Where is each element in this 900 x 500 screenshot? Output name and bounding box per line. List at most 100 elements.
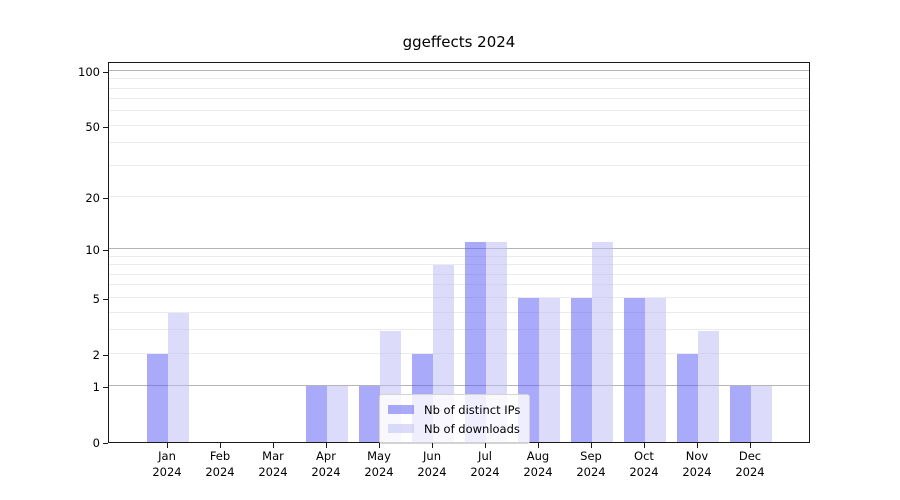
bar-downloads — [486, 242, 507, 442]
gridline-minor — [109, 284, 809, 286]
y-tick-mark — [103, 126, 108, 128]
x-tick-month: Jul — [478, 449, 492, 463]
x-tick-month: Aug — [526, 449, 550, 463]
x-tick-year: 2024 — [152, 465, 182, 479]
x-tick-year: 2024 — [629, 465, 659, 479]
x-tick-label: Oct 2024 — [612, 448, 676, 480]
y-tick-label: 0 — [92, 436, 100, 450]
gridline-minor — [109, 264, 809, 266]
gridline-minor — [109, 78, 809, 80]
x-tick-year: 2024 — [682, 465, 712, 479]
gridline-minor — [109, 196, 809, 198]
gridline-minor — [109, 87, 809, 89]
bar-downloads — [168, 312, 189, 442]
chart-title: ggeffects 2024 — [402, 33, 516, 51]
y-tick-label: 100 — [78, 64, 100, 79]
gridline-major — [109, 69, 809, 71]
y-tick-mark — [103, 198, 108, 200]
gridline-minor — [109, 273, 809, 275]
x-tick-month: May — [367, 449, 391, 463]
bar-downloads — [539, 297, 560, 442]
gridline-minor — [109, 255, 809, 257]
y-tick-label: 2 — [92, 347, 100, 362]
gridline-minor — [109, 110, 809, 112]
bar-downloads — [698, 330, 719, 442]
gridline-minor — [109, 124, 809, 126]
bar-distinct-ips — [730, 386, 751, 442]
bar-distinct-ips — [465, 242, 486, 442]
x-tick-mark — [167, 443, 168, 448]
x-tick-label: Sep 2024 — [559, 448, 623, 480]
x-tick-year: 2024 — [311, 465, 341, 479]
y-tick-label: 5 — [92, 291, 100, 306]
bar-downloads — [327, 386, 348, 442]
x-tick-label: Jan 2024 — [135, 448, 199, 480]
y-tick-label: 10 — [85, 243, 100, 258]
y-tick-mark — [103, 250, 108, 252]
y-tick-mark — [103, 354, 108, 356]
bar-distinct-ips — [147, 353, 168, 442]
legend: Nb of distinct IPs Nb of downloads — [379, 394, 531, 444]
gridline-minor — [109, 164, 809, 166]
x-tick-year: 2024 — [523, 465, 553, 479]
x-tick-month: Feb — [209, 449, 231, 463]
legend-row: Nb of downloads — [388, 419, 520, 438]
bar-distinct-ips — [624, 297, 645, 442]
x-tick-label: Nov 2024 — [665, 448, 729, 480]
x-tick-year: 2024 — [258, 465, 288, 479]
x-tick-mark — [538, 443, 539, 448]
x-tick-year: 2024 — [735, 465, 765, 479]
legend-row: Nb of distinct IPs — [388, 400, 520, 419]
x-tick-year: 2024 — [205, 465, 235, 479]
bar-distinct-ips — [359, 386, 380, 442]
x-tick-year: 2024 — [470, 465, 500, 479]
x-tick-label: Feb 2024 — [188, 448, 252, 480]
bar-distinct-ips — [677, 353, 698, 442]
x-tick-mark — [697, 443, 698, 448]
legend-swatch — [388, 405, 414, 414]
gridline-minor — [109, 352, 809, 354]
x-tick-label: Dec 2024 — [718, 448, 782, 480]
gridline-minor — [109, 142, 809, 144]
x-tick-label: May 2024 — [347, 448, 411, 480]
x-tick-mark — [326, 443, 327, 448]
gridline-minor — [109, 296, 809, 298]
x-tick-month: Sep — [580, 449, 602, 463]
bar-downloads — [592, 242, 613, 442]
x-tick-label: Mar 2024 — [241, 448, 305, 480]
gridline-major — [109, 248, 809, 250]
x-tick-month: Oct — [634, 449, 654, 463]
bar-distinct-ips — [571, 297, 592, 442]
y-tick-label: 1 — [92, 380, 100, 395]
x-tick-mark — [432, 443, 433, 448]
y-tick-mark — [103, 443, 108, 444]
bar-downloads — [645, 297, 666, 442]
x-tick-mark — [644, 443, 645, 448]
bar-downloads — [751, 386, 772, 442]
plot-area: Nb of distinct IPs Nb of downloads — [108, 62, 810, 444]
x-tick-month: Jun — [423, 449, 441, 463]
x-tick-mark — [750, 443, 751, 448]
legend-swatch — [388, 424, 414, 433]
x-tick-label: Aug 2024 — [506, 448, 570, 480]
x-tick-month: Apr — [316, 449, 336, 463]
x-tick-mark — [220, 443, 221, 448]
x-tick-year: 2024 — [364, 465, 394, 479]
gridline-minor — [109, 311, 809, 313]
y-tick-label: 50 — [85, 119, 100, 134]
x-tick-month: Jan — [158, 449, 176, 463]
gridline-minor — [109, 98, 809, 100]
gridline-major — [109, 385, 809, 387]
x-tick-label: Jul 2024 — [453, 448, 517, 480]
legend-label: Nb of distinct IPs — [424, 402, 521, 417]
x-tick-mark — [273, 443, 274, 448]
x-tick-mark — [591, 443, 592, 448]
x-tick-year: 2024 — [576, 465, 606, 479]
x-tick-mark — [379, 443, 380, 448]
x-tick-month: Nov — [685, 449, 709, 463]
x-tick-month: Mar — [262, 449, 284, 463]
y-tick-label: 20 — [85, 191, 100, 206]
y-tick-mark — [103, 71, 108, 73]
y-tick-mark — [103, 298, 108, 300]
